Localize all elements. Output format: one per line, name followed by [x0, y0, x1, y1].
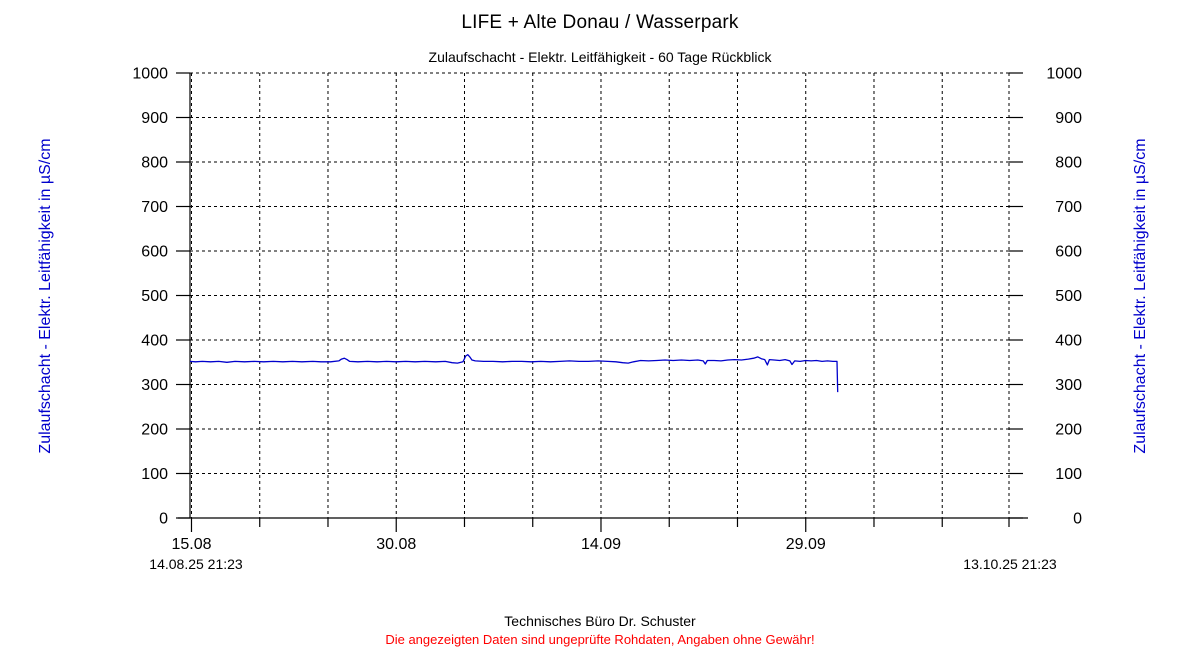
- svg-text:0: 0: [159, 511, 168, 528]
- svg-text:14.09: 14.09: [581, 536, 621, 553]
- svg-text:900: 900: [1055, 110, 1082, 127]
- svg-text:1000: 1000: [132, 66, 168, 83]
- svg-text:15.08: 15.08: [171, 536, 211, 553]
- svg-text:29.09: 29.09: [786, 536, 826, 553]
- svg-text:1000: 1000: [1046, 66, 1082, 83]
- svg-text:400: 400: [1055, 333, 1082, 350]
- svg-text:100: 100: [1055, 466, 1082, 483]
- svg-text:700: 700: [141, 199, 168, 216]
- svg-text:300: 300: [141, 377, 168, 394]
- svg-text:200: 200: [141, 422, 168, 439]
- svg-text:30.08: 30.08: [376, 536, 416, 553]
- chart-subtitle: Zulaufschacht - Elektr. Leitfähigkeit - …: [428, 49, 772, 65]
- x-axis-start-datetime: 14.08.25 21:23: [149, 556, 243, 572]
- x-axis-end-datetime: 13.10.25 21:23: [963, 556, 1057, 572]
- chart-title: LIFE + Alte Donau / Wasserpark: [461, 12, 739, 33]
- svg-text:0: 0: [1073, 511, 1082, 528]
- svg-text:800: 800: [1055, 155, 1082, 172]
- svg-text:500: 500: [1055, 288, 1082, 305]
- svg-text:600: 600: [141, 244, 168, 261]
- svg-text:100: 100: [141, 466, 168, 483]
- footer-disclaimer: Die angezeigten Daten sind ungeprüfte Ro…: [385, 632, 815, 647]
- footer-company: Technisches Büro Dr. Schuster: [504, 613, 696, 629]
- svg-text:900: 900: [141, 110, 168, 127]
- svg-text:700: 700: [1055, 199, 1082, 216]
- svg-text:200: 200: [1055, 422, 1082, 439]
- svg-text:400: 400: [141, 333, 168, 350]
- svg-text:500: 500: [141, 288, 168, 305]
- svg-text:800: 800: [141, 155, 168, 172]
- svg-text:600: 600: [1055, 244, 1082, 261]
- svg-text:300: 300: [1055, 377, 1082, 394]
